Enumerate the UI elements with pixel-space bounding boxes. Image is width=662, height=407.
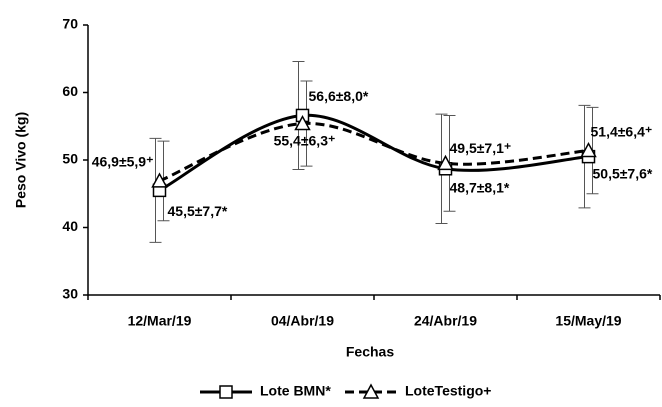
- marker: [580, 141, 597, 158]
- y-tick-label: 60: [62, 83, 78, 99]
- y-tick-label: 30: [62, 286, 78, 302]
- marker: [437, 154, 454, 171]
- y-tick-label: 50: [62, 151, 78, 167]
- x-tick-label: 24/Abr/19: [414, 313, 477, 329]
- marker: [294, 114, 311, 131]
- legend-label: Lote BMN*: [260, 383, 331, 399]
- data-label: 55,4±6,3⁺: [274, 132, 336, 148]
- data-label: 50,5±7,6*: [593, 165, 653, 181]
- series-line: [158, 113, 589, 192]
- y-axis-label: Peso Vivo (kg): [13, 112, 29, 208]
- x-axis-label: Fechas: [346, 344, 394, 360]
- legend-label: LoteTestigo+: [405, 383, 491, 399]
- y-tick-label: 40: [62, 218, 78, 234]
- x-tick-label: 15/May/19: [555, 313, 621, 329]
- y-tick-label: 70: [62, 16, 78, 32]
- x-tick-label: 12/Mar/19: [128, 313, 192, 329]
- marker: [151, 172, 168, 188]
- data-label: 56,6±8,0*: [309, 88, 369, 104]
- data-label: 49,5±7,1⁺: [450, 140, 512, 156]
- legend-marker: [219, 385, 233, 399]
- data-label: 45,5±7,7*: [168, 203, 228, 219]
- series-line: [158, 122, 589, 183]
- data-label: 48,7±8,1*: [450, 179, 510, 195]
- legend-marker: [362, 383, 380, 399]
- x-tick-label: 04/Abr/19: [271, 313, 334, 329]
- data-label: 51,4±6,4⁺: [591, 123, 653, 139]
- data-label: 46,9±5,9⁺: [92, 154, 154, 170]
